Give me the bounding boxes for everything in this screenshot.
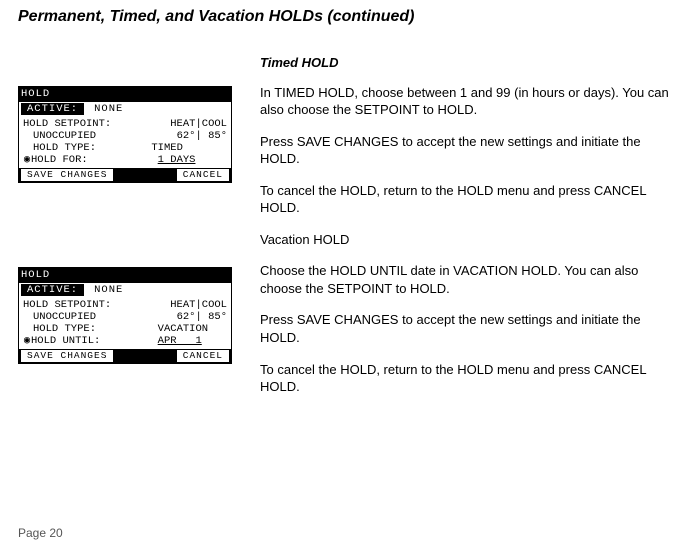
lcd-hold-until-label: HOLD UNTIL: [31, 335, 158, 347]
lcd-active-value: NONE [94, 284, 123, 296]
heading-timed-hold: Timed HOLD [260, 54, 670, 72]
lcd-hold-for-label: HOLD FOR: [31, 154, 158, 166]
lcd-cool-value: 85° [208, 311, 227, 323]
lcd-setpoint-label: HOLD SETPOINT: [23, 299, 170, 311]
lcd-active-label: ACTIVE: [21, 103, 84, 115]
thermostat-screen-vacation: HOLD ACTIVE: NONE HOLD SETPOINT: HEAT|CO… [18, 267, 232, 364]
lcd-top-bar: HOLD [21, 269, 50, 281]
paragraph: Press SAVE CHANGES to accept the new set… [260, 133, 670, 168]
lcd-active-value: NONE [94, 103, 123, 115]
paragraph: To cancel the HOLD, return to the HOLD m… [260, 361, 670, 396]
lcd-unoccupied-label: UNOCCUPIED [23, 130, 170, 142]
lcd-heat-value: 62° [177, 130, 196, 142]
paragraph: In TIMED HOLD, choose between 1 and 99 (… [260, 84, 670, 119]
page-title: Permanent, Timed, and Vacation HOLDs (co… [18, 8, 670, 26]
lcd-type-label: HOLD TYPE: [23, 323, 158, 335]
paragraph: To cancel the HOLD, return to the HOLD m… [260, 182, 670, 217]
lcd-setpoint-label: HOLD SETPOINT: [23, 118, 170, 130]
lcd-hold-for-value: 1 DAYS [158, 154, 196, 166]
page-number: Page 20 [18, 526, 670, 540]
lcd-heat-header: HEAT [170, 299, 195, 311]
lcd-type-label: HOLD TYPE: [23, 142, 151, 154]
lcd-cool-header: COOL [202, 118, 227, 130]
lcd-cool-value: 85° [208, 130, 227, 142]
lcd-cancel-button: CANCEL [177, 350, 229, 362]
lcd-save-button: SAVE CHANGES [21, 350, 113, 362]
heading-vacation-hold: Vacation HOLD [260, 231, 670, 249]
lcd-type-value: VACATION [158, 323, 208, 335]
lcd-cancel-button: CANCEL [177, 169, 229, 181]
lcd-unoccupied-label: UNOCCUPIED [23, 311, 170, 323]
lcd-heat-value: 62° [177, 311, 196, 323]
lcd-type-value: TIMED [151, 142, 183, 154]
paragraph: Press SAVE CHANGES to accept the new set… [260, 311, 670, 346]
lcd-hold-until-value: APR 1 [158, 335, 202, 347]
lcd-heat-header: HEAT [170, 118, 195, 130]
lcd-save-button: SAVE CHANGES [21, 169, 113, 181]
lcd-active-label: ACTIVE: [21, 284, 84, 296]
lcd-cool-header: COOL [202, 299, 227, 311]
lcd-top-bar: HOLD [21, 88, 50, 100]
paragraph: Choose the HOLD UNTIL date in VACATION H… [260, 262, 670, 297]
thermostat-screen-timed: HOLD ACTIVE: NONE HOLD SETPOINT: HEAT|CO… [18, 86, 232, 183]
